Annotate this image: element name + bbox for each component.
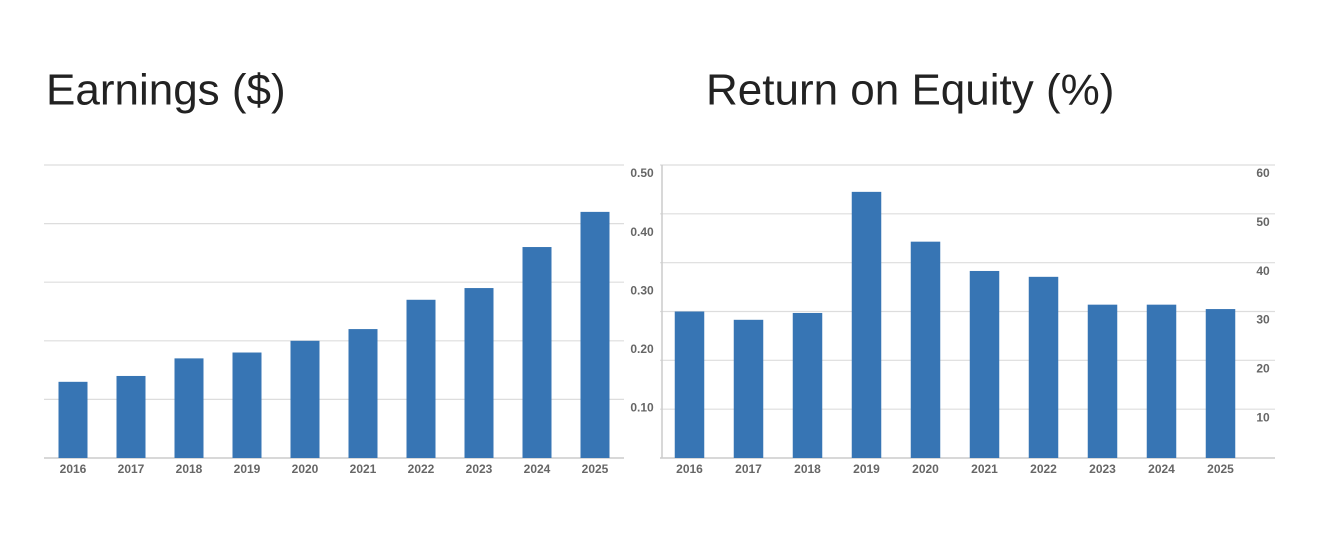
bar — [348, 329, 378, 458]
y-tick-label: 0.50 — [630, 166, 654, 180]
y-tick-label: 0.10 — [630, 401, 654, 415]
x-tick-label: 2016 — [676, 462, 703, 476]
bar — [116, 375, 146, 458]
bar — [580, 211, 610, 458]
x-tick-label: 2016 — [60, 462, 87, 476]
x-tick-label: 2023 — [1089, 462, 1116, 476]
chart-title: Return on Equity (%) — [706, 66, 1114, 115]
bar — [232, 352, 262, 458]
bar — [792, 312, 823, 458]
x-tick-label: 2024 — [1148, 462, 1175, 476]
x-tick-label: 2024 — [524, 462, 551, 476]
x-tick-label: 2018 — [794, 462, 821, 476]
x-tick-label: 2019 — [853, 462, 880, 476]
bar — [910, 241, 941, 458]
x-tick-label: 2018 — [176, 462, 203, 476]
bar — [58, 381, 88, 458]
bar — [851, 191, 882, 458]
bar — [522, 247, 552, 458]
bar — [1146, 304, 1177, 458]
bar — [464, 288, 494, 458]
x-tick-label: 2019 — [234, 462, 261, 476]
bar — [174, 358, 204, 458]
x-tick-label: 2022 — [1030, 462, 1057, 476]
bar — [1028, 276, 1059, 458]
x-tick-label: 2022 — [408, 462, 435, 476]
bar — [733, 319, 764, 458]
chart-title: Earnings ($) — [46, 66, 286, 115]
bar — [1205, 309, 1236, 458]
y-tick-label: 40 — [1256, 264, 1270, 278]
x-tick-label: 2021 — [350, 462, 377, 476]
x-tick-label: 2021 — [971, 462, 998, 476]
bar — [290, 340, 320, 458]
y-tick-label: 0.40 — [630, 225, 654, 239]
y-tick-label: 0.30 — [630, 283, 654, 297]
bar — [406, 299, 436, 458]
y-tick-label: 60 — [1256, 166, 1270, 180]
x-tick-label: 2020 — [912, 462, 939, 476]
x-tick-label: 2020 — [292, 462, 319, 476]
x-tick-label: 2025 — [1207, 462, 1234, 476]
x-tick-label: 2025 — [582, 462, 609, 476]
y-tick-label: 50 — [1256, 215, 1270, 229]
bar — [1087, 304, 1118, 458]
y-tick-label: 10 — [1256, 410, 1270, 424]
bar — [969, 270, 1000, 458]
y-tick-label: 20 — [1256, 362, 1270, 376]
y-tick-label: 0.20 — [630, 342, 654, 356]
y-tick-label: 30 — [1256, 313, 1270, 327]
bar — [674, 311, 705, 458]
x-tick-label: 2017 — [735, 462, 762, 476]
x-tick-label: 2023 — [466, 462, 493, 476]
x-tick-label: 2017 — [118, 462, 145, 476]
